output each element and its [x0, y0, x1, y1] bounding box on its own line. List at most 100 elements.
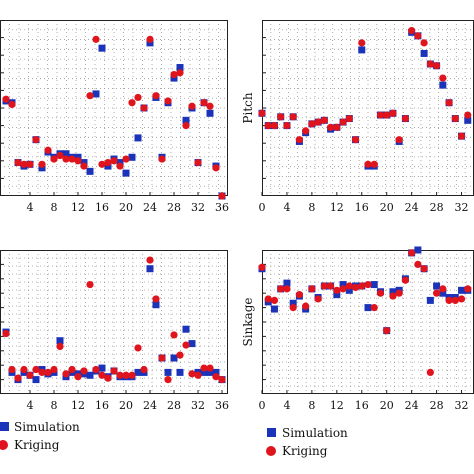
kriging-point: [164, 376, 172, 384]
kriging-point: [302, 302, 310, 310]
simulation-point: [86, 371, 94, 379]
simulation-point: [289, 299, 297, 307]
kriging-point: [277, 285, 285, 293]
kriging-point: [358, 282, 366, 290]
chart-panel-bottom-right: 0 4 8 12 16 20 24 28 32 Sinkage: [241, 246, 474, 412]
kriging-point: [389, 109, 397, 117]
simulation-point: [358, 46, 366, 54]
legend-simulation-label: Simulation: [14, 420, 80, 434]
simulation-point: [176, 64, 184, 72]
kriging-point: [314, 295, 322, 303]
kriging-point: [408, 249, 416, 257]
x-tick-label: 4: [283, 201, 290, 214]
x-tick-label: 16: [95, 399, 109, 412]
kriging-point: [32, 365, 40, 374]
kriging-point: [62, 370, 70, 378]
kriging-point: [152, 92, 160, 100]
kriging-point: [370, 304, 378, 312]
legend-right: Simulation Kriging: [266, 426, 348, 458]
kriging-point: [351, 136, 360, 144]
kriging-point: [414, 260, 422, 268]
kriging-point: [426, 368, 434, 376]
kriging-point: [116, 371, 124, 379]
simulation-point: [283, 279, 291, 287]
kriging-point: [320, 282, 328, 290]
kriging-point: [140, 104, 148, 112]
simulation-point: [270, 305, 278, 313]
kriging-point: [277, 113, 285, 121]
kriging-point: [122, 155, 130, 163]
kriging-point: [26, 371, 34, 379]
kriging-point: [401, 114, 410, 123]
kriging-point: [122, 371, 130, 379]
legend-simulation-label: Simulation: [282, 426, 348, 440]
simulation-point: [92, 90, 100, 98]
simulation-point: [420, 49, 428, 57]
simulation-point: [370, 281, 378, 289]
x-tick-label: 0: [259, 201, 266, 214]
kriging-point: [414, 32, 422, 40]
kriging-point: [432, 62, 441, 70]
kriging-point: [50, 155, 58, 163]
legend-left: Simulation Kriging: [0, 420, 80, 452]
simulation-point: [433, 282, 441, 290]
kriging-point: [326, 282, 335, 290]
x-tick-label: 32: [191, 201, 205, 214]
kriging-point: [326, 123, 335, 131]
x-tick-label: 8: [51, 201, 58, 214]
kriging-point: [146, 256, 154, 264]
kriging-point: [68, 155, 76, 163]
kriging-point: [218, 376, 226, 384]
x-tick-label: 4: [283, 399, 290, 412]
kriging-point: [439, 74, 447, 82]
kriging-point: [420, 265, 428, 273]
simulation-point: [152, 301, 160, 309]
x-tick-label: 4: [27, 201, 34, 214]
x-tick-label: 20: [380, 399, 394, 412]
kriging-point: [439, 285, 447, 293]
x-tick-label: 16: [355, 201, 369, 214]
x-tick-label: 24: [405, 201, 419, 214]
kriging-point: [68, 365, 76, 374]
kriging-point: [289, 304, 297, 312]
kriging-point: [295, 291, 304, 299]
legend-kriging-label: Kriging: [282, 444, 328, 458]
kriging-point: [376, 111, 385, 119]
kriging-point: [351, 283, 360, 292]
kriging-point: [8, 365, 16, 374]
kriging-point: [176, 69, 184, 77]
kriging-point: [146, 35, 154, 43]
x-tick-label: 16: [95, 201, 109, 214]
series-simulation: [258, 28, 472, 170]
kriging-point: [206, 102, 214, 110]
kriging-point: [104, 158, 112, 167]
kriging-point: [188, 102, 196, 110]
simulation-point: [182, 116, 190, 124]
kriging-point: [320, 116, 328, 124]
simulation-point: [176, 368, 184, 376]
kriging-point: [188, 370, 196, 378]
simulation-point: [206, 109, 214, 117]
kriging-point: [345, 282, 353, 290]
kriging-point: [92, 365, 100, 374]
kriging-point: [464, 111, 472, 119]
kriging-point: [314, 118, 322, 126]
x-tick-label: 8: [308, 201, 315, 214]
x-tick-label: 32: [455, 201, 469, 214]
kriging-point: [401, 276, 410, 284]
x-tick-label: 28: [167, 201, 181, 214]
kriging-point: [20, 365, 28, 374]
kriging-point: [140, 365, 148, 374]
y-axis-label: Pitch: [241, 92, 255, 123]
x-tick-label: 20: [380, 201, 394, 214]
kriging-point: [333, 123, 341, 131]
x-tick-label: 28: [430, 399, 444, 412]
x-tick-label: 32: [455, 399, 469, 412]
simulation-point: [212, 368, 220, 376]
x-tick-label: 24: [405, 399, 419, 412]
kriging-point: [176, 351, 184, 359]
kriging-point: [302, 127, 310, 135]
kriging-point: [218, 192, 226, 200]
simulation-point: [98, 44, 106, 52]
